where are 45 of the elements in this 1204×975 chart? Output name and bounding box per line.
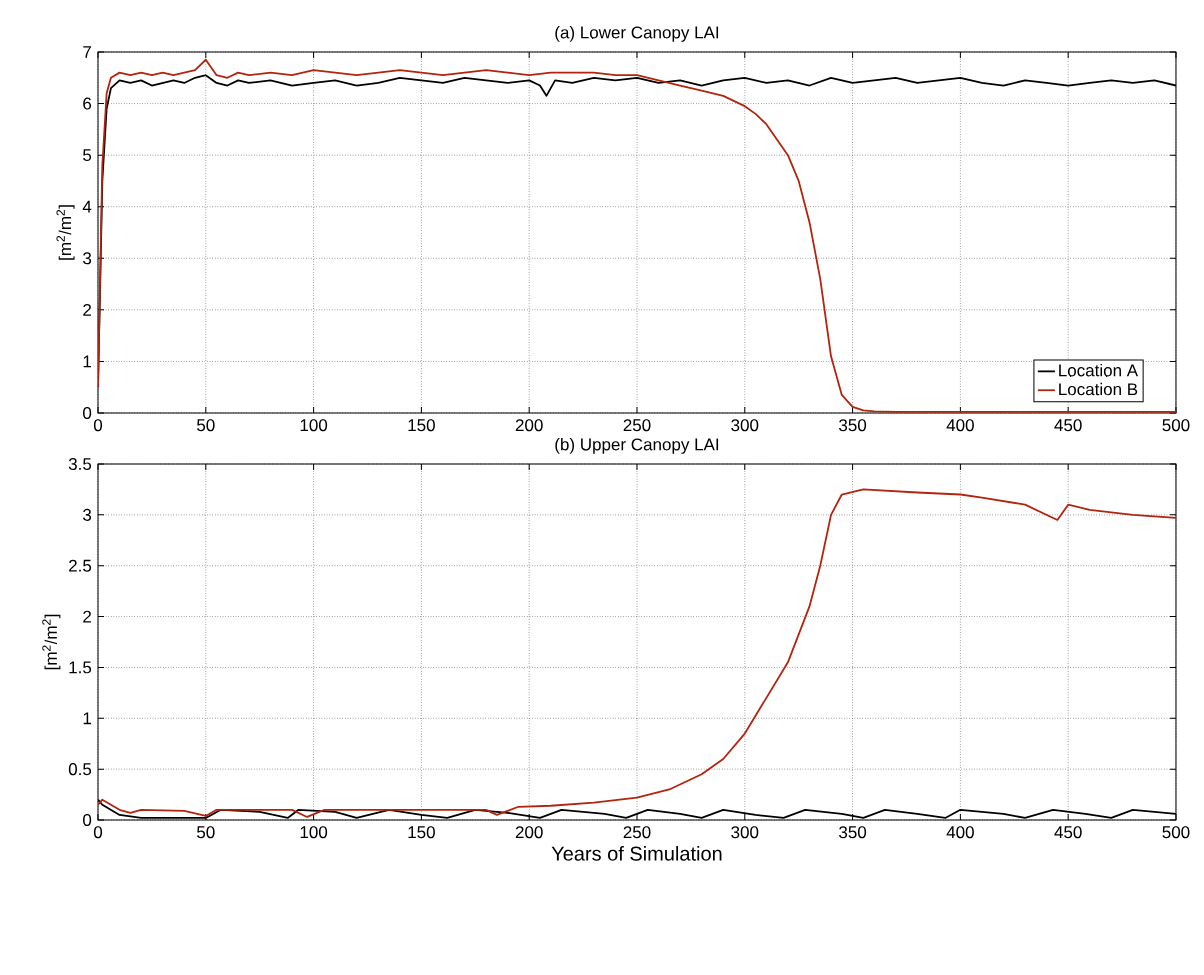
y-tick-label: 3 — [83, 252, 92, 265]
y-tick-label: 3.5 — [68, 457, 92, 471]
x-tick-label: 500 — [1162, 419, 1190, 432]
x-tick-label: 350 — [839, 419, 867, 432]
x-tick-label: 450 — [1054, 826, 1082, 839]
y-tick-label: 1 — [83, 712, 92, 725]
chart-title: (b) Upper Canopy LAI — [555, 437, 719, 454]
x-tick-label: 500 — [1162, 826, 1190, 839]
x-tick-label: 400 — [946, 826, 974, 839]
x-tick-label: 300 — [731, 419, 759, 432]
y-tick-label: 2.5 — [69, 559, 92, 572]
x-tick-label: 0 — [93, 419, 103, 432]
x-tick-label: 150 — [408, 419, 435, 432]
x-tick-label: 200 — [515, 419, 543, 432]
y-tick-label: 0.5 — [68, 763, 92, 776]
x-axis-title: Years of Simulation — [551, 846, 722, 861]
chart-title: (a) Lower Canopy LAI — [555, 25, 719, 42]
y-tick-label: 6 — [83, 97, 92, 110]
x-tick-label: 100 — [300, 419, 328, 432]
y-tick-label: 3 — [83, 508, 92, 521]
x-tick-label: 450 — [1054, 419, 1082, 432]
x-tick-label: 50 — [197, 826, 215, 839]
y-tick-label: 0 — [83, 813, 92, 827]
x-tick-label: 300 — [731, 826, 759, 839]
y-tick-label: 5 — [83, 149, 92, 162]
x-tick-label: 350 — [839, 826, 867, 839]
y-tick-label: 2 — [83, 610, 91, 623]
x-tick-label: 150 — [408, 826, 435, 839]
x-tick-label: 250 — [623, 419, 651, 432]
x-tick-label: 400 — [946, 419, 974, 432]
y-tick-label: 1 — [83, 355, 92, 368]
x-tick-label: 50 — [197, 419, 215, 432]
y-tick-label: 4 — [82, 200, 92, 213]
legend-label: Location B — [1059, 382, 1138, 396]
y-axis-title: [m$^{2}$/m$^{2}$] — [56, 205, 75, 260]
x-tick-label: 100 — [300, 826, 328, 839]
y-axis-title: [m$^{2}$/m$^{2}$] — [42, 614, 61, 670]
x-tick-label: 250 — [623, 826, 651, 839]
x-tick-label: 0 — [93, 826, 103, 839]
y-tick-label: 0 — [83, 406, 92, 420]
legend-label: Location A — [1059, 363, 1139, 377]
y-tick-label: 1.5 — [69, 661, 92, 674]
y-tick-label: 2 — [83, 303, 91, 316]
x-tick-label: 200 — [515, 826, 543, 839]
y-tick-label: 7 — [83, 46, 91, 58]
